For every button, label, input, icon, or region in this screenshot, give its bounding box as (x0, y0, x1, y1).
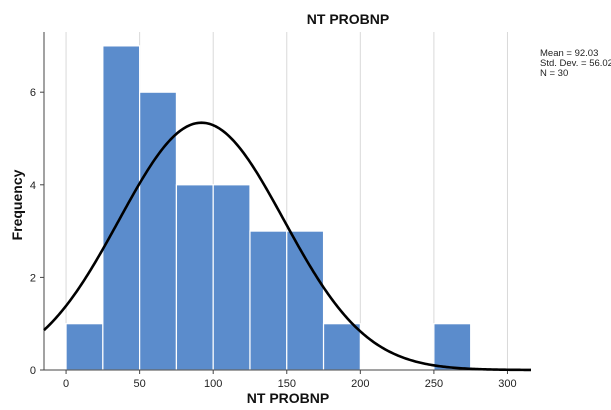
stats-box: Mean = 92.03 Std. Dev. = 56.025 N = 30 (540, 48, 611, 79)
bar-50-75 (139, 91, 178, 371)
y-axis-title: Frequency (9, 169, 25, 240)
x-tick-label-150: 150 (278, 378, 296, 390)
normal-curve (43, 121, 532, 372)
x-tick-label-200: 200 (351, 378, 369, 390)
bar-75-100 (175, 184, 214, 371)
stats-n: N = 30 (540, 68, 568, 79)
x-tick-label-0: 0 (63, 378, 69, 390)
normal-curve-line (43, 121, 532, 372)
stats-mean: Mean = 92.03 (540, 48, 598, 59)
axes: 0 50 100 150 200 250 300 0 2 4 6 (30, 32, 531, 390)
bar-0-25 (65, 323, 104, 371)
bar-100-125 (212, 184, 251, 371)
x-axis-title: NT PROBNP (247, 390, 329, 406)
bar-250-275 (433, 323, 472, 371)
y-tick-label-0: 0 (30, 365, 36, 377)
x-tick-label-50: 50 (134, 378, 146, 390)
bar-150-175 (286, 230, 325, 371)
stats-std-dev: Std. Dev. = 56.025 (540, 58, 611, 69)
x-tick-label-300: 300 (498, 378, 516, 390)
bar-125-150 (249, 230, 288, 371)
y-tick-label-2: 2 (30, 272, 36, 284)
y-tick-label-4: 4 (30, 180, 36, 192)
chart-title: NT PROBNP (307, 11, 389, 27)
bar-175-200 (322, 323, 361, 371)
bars (65, 45, 472, 371)
x-tick-label-250: 250 (425, 378, 443, 390)
bar-25-50 (102, 45, 141, 371)
x-tick-label-100: 100 (204, 378, 222, 390)
y-tick-label-6: 6 (30, 87, 36, 99)
